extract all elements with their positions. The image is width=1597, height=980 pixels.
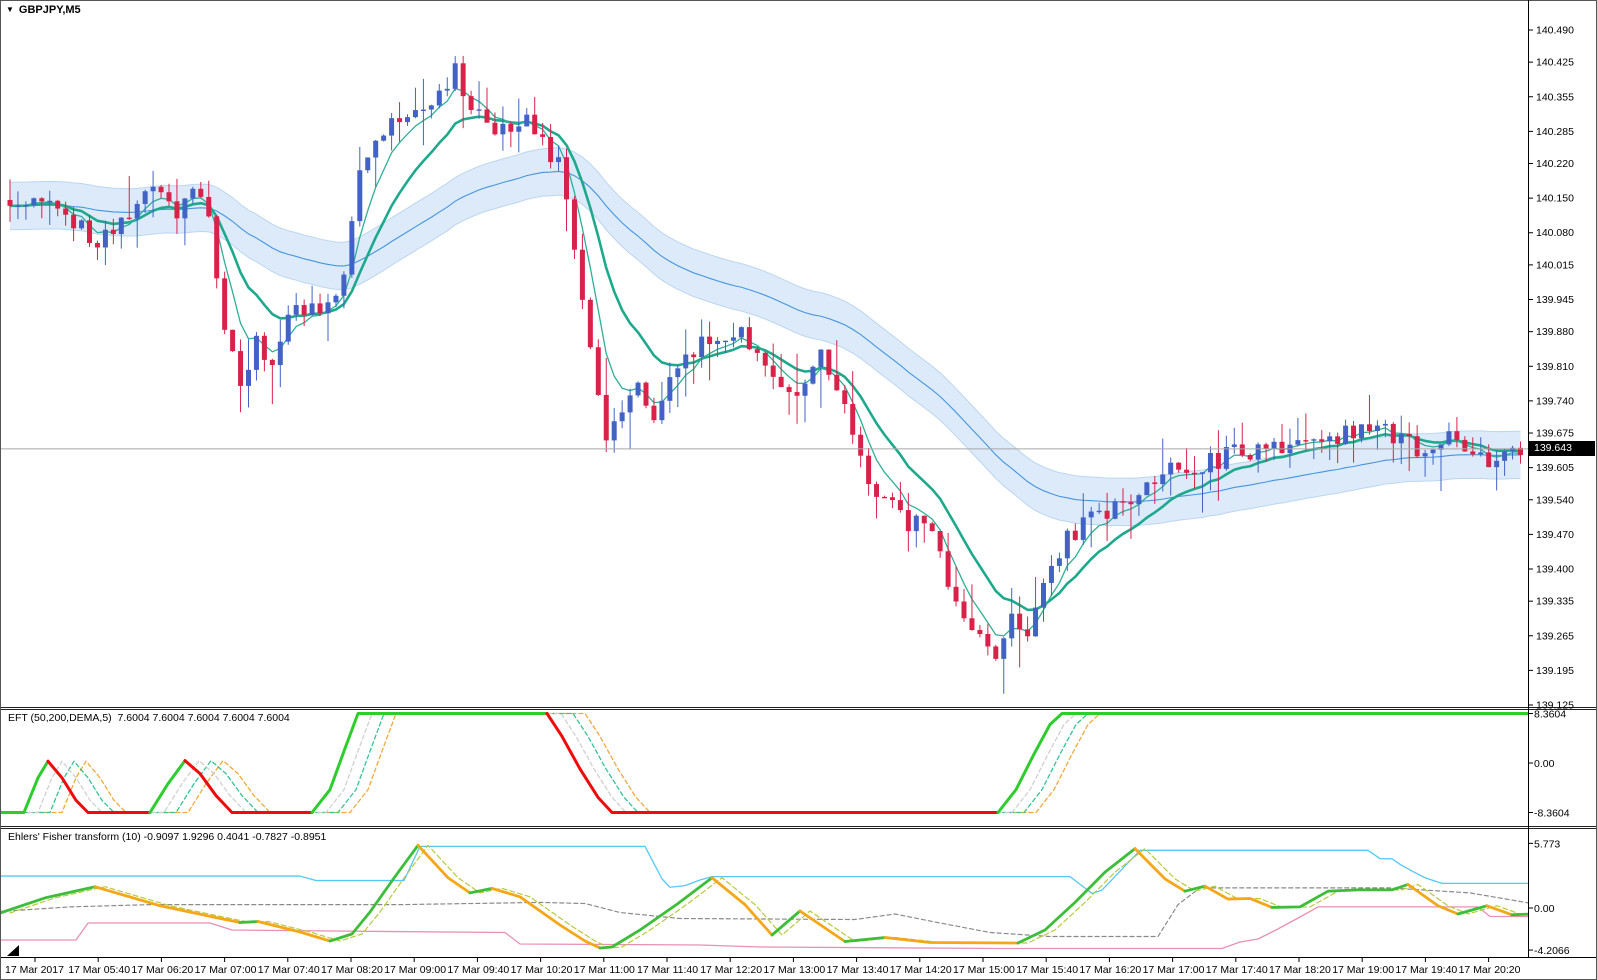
svg-text:140.150: 140.150 — [1536, 193, 1574, 205]
svg-text:17 Mar 20:20: 17 Mar 20:20 — [1459, 964, 1521, 976]
svg-text:17 Mar 17:00: 17 Mar 17:00 — [1143, 964, 1205, 976]
svg-text:17 Mar 2017: 17 Mar 2017 — [5, 964, 64, 976]
candles-layer — [7, 55, 1523, 694]
fisher-indicator-label: Ehlers' Fisher transform (10) -0.9097 1.… — [8, 831, 327, 843]
svg-text:140.355: 140.355 — [1536, 91, 1574, 103]
svg-text:139.810: 139.810 — [1536, 361, 1574, 373]
svg-text:17 Mar 09:40: 17 Mar 09:40 — [447, 964, 509, 976]
svg-text:0.00: 0.00 — [1534, 903, 1555, 915]
price-axis[interactable]: 140.490 140.425 140.355 140.285 140.220 140.1… — [1528, 0, 1574, 957]
svg-text:139.605: 139.605 — [1536, 462, 1574, 474]
svg-text:17 Mar 10:20: 17 Mar 10:20 — [511, 964, 573, 976]
dropdown-icon[interactable]: ▼ — [6, 5, 14, 14]
svg-text:140.490: 140.490 — [1536, 25, 1574, 37]
fisher-panel-lines[interactable] — [0, 843, 1542, 950]
svg-text:139.880: 139.880 — [1536, 326, 1574, 338]
svg-text:140.425: 140.425 — [1536, 57, 1574, 69]
svg-text:17 Mar 17:40: 17 Mar 17:40 — [1206, 964, 1268, 976]
svg-text:17 Mar 06:20: 17 Mar 06:20 — [131, 964, 193, 976]
svg-text:0.00: 0.00 — [1534, 758, 1555, 770]
current-price-badge: 139.643 — [1529, 441, 1595, 456]
svg-text:17 Mar 09:00: 17 Mar 09:00 — [384, 964, 446, 976]
scroll-anchor-icon — [7, 945, 19, 956]
svg-text:17 Mar 14:20: 17 Mar 14:20 — [890, 964, 952, 976]
svg-text:8.3604: 8.3604 — [1534, 709, 1566, 721]
svg-text:140.220: 140.220 — [1536, 158, 1574, 170]
svg-text:139.125: 139.125 — [1536, 700, 1574, 712]
svg-text:17 Mar 13:40: 17 Mar 13:40 — [827, 964, 889, 976]
svg-text:17 Mar 16:20: 17 Mar 16:20 — [1079, 964, 1141, 976]
svg-text:140.080: 140.080 — [1536, 227, 1574, 239]
svg-text:139.265: 139.265 — [1536, 630, 1574, 642]
svg-text:17 Mar 11:40: 17 Mar 11:40 — [637, 964, 698, 976]
svg-text:17 Mar 15:00: 17 Mar 15:00 — [953, 964, 1015, 976]
svg-text:17 Mar 18:20: 17 Mar 18:20 — [1269, 964, 1331, 976]
svg-text:139.740: 139.740 — [1536, 395, 1574, 407]
svg-text:139.195: 139.195 — [1536, 665, 1574, 677]
svg-text:17 Mar 13:00: 17 Mar 13:00 — [763, 964, 825, 976]
svg-text:17 Mar 19:00: 17 Mar 19:00 — [1332, 964, 1394, 976]
svg-text:17 Mar 15:40: 17 Mar 15:40 — [1016, 964, 1078, 976]
eft-indicator-label: EFT (50,200,DEMA,5) 7.6004 7.6004 7.6004… — [8, 712, 290, 724]
svg-text:17 Mar 08:20: 17 Mar 08:20 — [321, 964, 383, 976]
svg-text:139.400: 139.400 — [1536, 564, 1574, 576]
svg-text:139.335: 139.335 — [1536, 596, 1574, 608]
svg-text:140.285: 140.285 — [1536, 126, 1574, 138]
eft-panel-lines[interactable] — [0, 712, 1570, 814]
svg-text:5.773: 5.773 — [1534, 838, 1560, 850]
svg-text:-8.3604: -8.3604 — [1534, 807, 1570, 819]
svg-text:17 Mar 07:40: 17 Mar 07:40 — [258, 964, 320, 976]
symbol-selector[interactable]: ▼ GBPJPY,M5 — [6, 4, 81, 16]
symbol-timeframe-label: GBPJPY,M5 — [18, 4, 81, 16]
svg-text:17 Mar 11:00: 17 Mar 11:00 — [574, 964, 635, 976]
svg-text:17 Mar 05:40: 17 Mar 05:40 — [68, 964, 130, 976]
svg-text:139.945: 139.945 — [1536, 294, 1574, 306]
svg-text:140.015: 140.015 — [1536, 259, 1574, 271]
svg-text:17 Mar 19:40: 17 Mar 19:40 — [1395, 964, 1457, 976]
svg-text:17 Mar 07:00: 17 Mar 07:00 — [195, 964, 257, 976]
svg-text:139.540: 139.540 — [1536, 494, 1574, 506]
time-axis[interactable]: 17 Mar 2017 17 Mar 05:40 17 Mar 06:20 17 Ma… — [5, 957, 1521, 976]
envelope-band — [9, 147, 1521, 527]
svg-text:17 Mar 12:20: 17 Mar 12:20 — [700, 964, 762, 976]
svg-text:139.470: 139.470 — [1536, 529, 1574, 541]
svg-text:-4.2066: -4.2066 — [1534, 945, 1570, 957]
svg-text:139.675: 139.675 — [1536, 428, 1574, 440]
